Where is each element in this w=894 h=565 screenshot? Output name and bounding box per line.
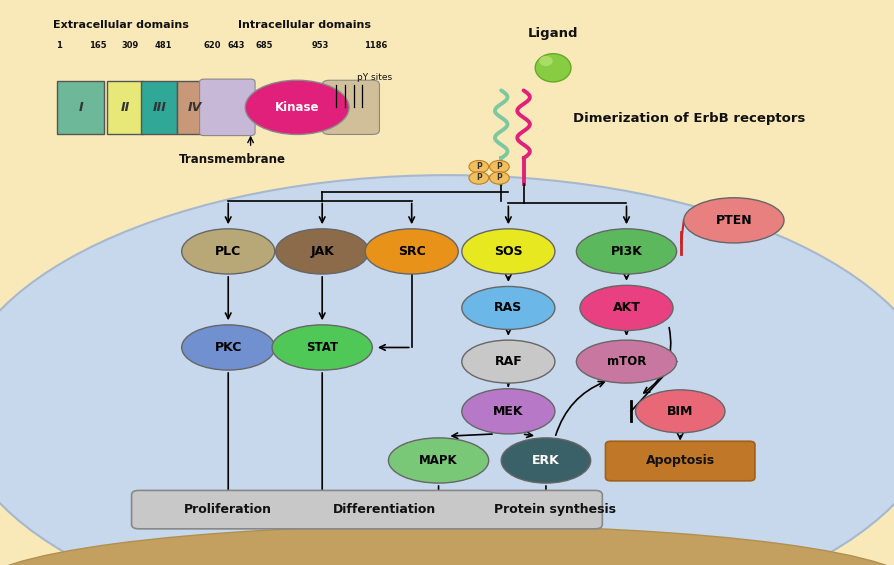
Ellipse shape: [272, 325, 372, 370]
Ellipse shape: [461, 286, 554, 329]
FancyBboxPatch shape: [107, 81, 143, 134]
FancyBboxPatch shape: [131, 490, 602, 529]
Text: mTOR: mTOR: [606, 355, 645, 368]
Ellipse shape: [0, 525, 894, 565]
Text: PTEN: PTEN: [715, 214, 751, 227]
Text: SOS: SOS: [493, 245, 522, 258]
Text: RAS: RAS: [493, 301, 522, 315]
Text: AKT: AKT: [611, 301, 640, 315]
Text: JAK: JAK: [310, 245, 333, 258]
Text: Protein synthesis: Protein synthesis: [493, 503, 615, 516]
FancyBboxPatch shape: [604, 441, 754, 481]
Text: Ligand: Ligand: [527, 27, 578, 41]
Text: PKC: PKC: [215, 341, 241, 354]
FancyBboxPatch shape: [322, 80, 379, 134]
Ellipse shape: [461, 229, 554, 274]
Ellipse shape: [576, 229, 676, 274]
FancyBboxPatch shape: [199, 79, 255, 136]
Ellipse shape: [181, 229, 274, 274]
Text: P: P: [496, 173, 502, 182]
Ellipse shape: [461, 389, 554, 434]
FancyBboxPatch shape: [177, 81, 213, 134]
Text: 685: 685: [255, 41, 273, 50]
Text: P: P: [496, 162, 502, 171]
Ellipse shape: [365, 229, 458, 274]
Text: MAPK: MAPK: [418, 454, 458, 467]
Ellipse shape: [683, 198, 783, 243]
Text: 1: 1: [56, 41, 62, 50]
Text: ERK: ERK: [531, 454, 560, 467]
Ellipse shape: [538, 56, 552, 66]
Ellipse shape: [461, 340, 554, 383]
Text: PLC: PLC: [215, 245, 241, 258]
Text: Intracellular domains: Intracellular domains: [238, 20, 370, 31]
Text: Dimerization of ErbB receptors: Dimerization of ErbB receptors: [572, 112, 805, 125]
Ellipse shape: [245, 80, 349, 134]
Text: I: I: [78, 101, 83, 114]
Text: P: P: [476, 173, 481, 182]
Text: Transmembrane: Transmembrane: [179, 153, 286, 166]
Text: Apoptosis: Apoptosis: [645, 454, 714, 467]
Text: 643: 643: [227, 41, 245, 50]
Text: 953: 953: [311, 41, 329, 50]
Text: Extracellular domains: Extracellular domains: [53, 20, 189, 31]
Text: pY sites: pY sites: [356, 73, 392, 82]
FancyBboxPatch shape: [141, 81, 177, 134]
Text: 165: 165: [89, 41, 106, 50]
Text: 1186: 1186: [364, 41, 387, 50]
Text: P: P: [476, 162, 481, 171]
Ellipse shape: [501, 438, 590, 483]
Ellipse shape: [535, 54, 570, 82]
Text: MEK: MEK: [493, 405, 523, 418]
Text: 309: 309: [121, 41, 139, 50]
FancyBboxPatch shape: [57, 81, 104, 134]
Ellipse shape: [576, 340, 676, 383]
Text: III: III: [152, 101, 166, 114]
Ellipse shape: [0, 175, 894, 565]
Text: SRC: SRC: [397, 245, 426, 258]
Ellipse shape: [579, 285, 672, 331]
Text: II: II: [121, 101, 130, 114]
Text: Differentiation: Differentiation: [333, 503, 436, 516]
Text: Kinase: Kinase: [274, 101, 319, 114]
Ellipse shape: [468, 160, 488, 173]
Text: PI3K: PI3K: [610, 245, 642, 258]
Text: BIM: BIM: [666, 405, 693, 418]
Ellipse shape: [275, 229, 368, 274]
Ellipse shape: [489, 172, 509, 184]
Ellipse shape: [635, 390, 724, 433]
Ellipse shape: [388, 438, 488, 483]
Text: STAT: STAT: [306, 341, 338, 354]
Ellipse shape: [181, 325, 274, 370]
Text: IV: IV: [188, 101, 202, 114]
Ellipse shape: [489, 160, 509, 173]
Text: Proliferation: Proliferation: [184, 503, 272, 516]
Text: RAF: RAF: [493, 355, 522, 368]
Text: 620: 620: [203, 41, 221, 50]
Text: 481: 481: [154, 41, 172, 50]
Ellipse shape: [468, 172, 488, 184]
